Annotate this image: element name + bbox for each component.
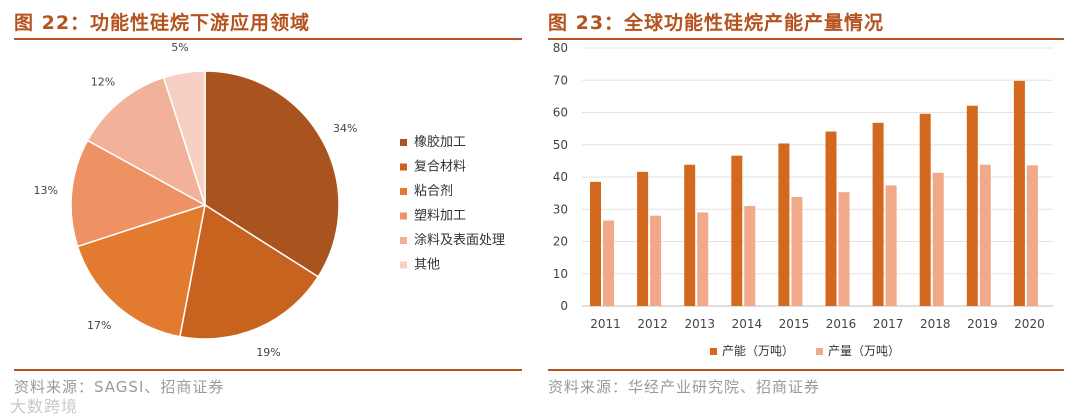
pie-slice: [70, 139, 207, 248]
bar-chart: 0 10 20 30 40 50 60 70 80 2011 2012 2013 2014 2015 201…: [553, 41, 1053, 358]
legend-label: 复合材料: [414, 160, 466, 175]
pie-data-label: 12%: [91, 76, 115, 89]
x-tick-label: 2014: [732, 317, 763, 331]
pie-chart: 34% 19% 17% 13% 12% 5% 橡胶加工复合材料粘合剂塑料加工涂料及表面处理其…: [33, 41, 505, 359]
legend-swatch: [400, 163, 407, 171]
legend-swatch: [400, 212, 407, 220]
right-title-rule: [548, 38, 1064, 40]
legend-swatch: [400, 188, 407, 195]
pie-data-label: 34%: [333, 122, 357, 135]
bar: [650, 215, 662, 306]
bar: [697, 212, 709, 306]
y-tick-label: 20: [553, 235, 568, 249]
right-figure-title: 图 23：全球功能性硅烷产能产量情况: [548, 12, 885, 34]
legend-swatch: [710, 348, 717, 355]
legend-label: 塑料加工: [414, 209, 466, 224]
x-tick-label: 2013: [684, 317, 715, 331]
y-tick-label: 60: [553, 106, 568, 120]
x-tick-label: 2018: [920, 317, 951, 331]
legend-label: 粘合剂: [414, 184, 453, 199]
y-tick-label: 10: [553, 267, 568, 281]
legend-label: 产能（万吨）: [722, 344, 794, 358]
bar: [1013, 80, 1025, 306]
legend-label: 其他: [414, 258, 440, 273]
y-tick-label: 80: [553, 41, 568, 55]
left-title-rule: [14, 38, 522, 40]
pie-slice: [162, 70, 206, 206]
right-source-rule: [548, 369, 1064, 371]
pie-data-label: 19%: [256, 346, 280, 359]
bar: [603, 220, 614, 306]
bar: [778, 143, 790, 306]
pie-data-label: 17%: [87, 319, 111, 332]
legend-label: 涂料及表面处理: [414, 232, 505, 248]
bar: [590, 181, 601, 306]
y-tick-label: 40: [553, 170, 568, 184]
bar: [684, 164, 696, 306]
pie-slice: [76, 203, 206, 338]
bar: [838, 192, 850, 306]
x-tick-label: 2019: [967, 317, 998, 331]
y-tick-label: 30: [553, 202, 568, 216]
bar: [885, 185, 897, 306]
pie-data-label: 13%: [33, 184, 57, 197]
x-tick-label: 2011: [590, 317, 621, 331]
bar: [1026, 165, 1038, 306]
bar: [919, 113, 931, 306]
bar: [932, 172, 944, 306]
y-tick-label: 70: [553, 73, 568, 87]
right-figure: 图 23：全球功能性硅烷产能产量情况 0 10 20 30 40 50 60 70 80 2011…: [548, 0, 1080, 420]
x-tick-label: 2020: [1014, 317, 1045, 331]
left-figure: 图 22：功能性硅烷下游应用领域 34% 19% 17% 13% 12% 5% 橡胶加工复合…: [0, 0, 522, 420]
x-tick-label: 2015: [779, 317, 810, 331]
watermark-text: 大数跨境: [10, 397, 79, 416]
bar: [731, 155, 743, 306]
bar: [637, 171, 649, 306]
pie-slice: [86, 76, 207, 207]
legend-swatch: [816, 348, 823, 355]
bar: [791, 196, 803, 306]
bar: [872, 122, 884, 306]
x-tick-label: 2012: [637, 317, 668, 331]
y-tick-label: 0: [560, 299, 568, 313]
legend-label: 橡胶加工: [414, 134, 466, 150]
legend-label: 产量（万吨）: [828, 344, 900, 358]
bar: [966, 105, 978, 306]
legend-swatch: [400, 139, 407, 146]
right-source-note: 资料来源：华经产业研究院、招商证券: [548, 378, 821, 396]
bar: [825, 131, 837, 306]
y-tick-label: 50: [553, 138, 568, 152]
pie-data-label: 5%: [171, 41, 188, 54]
pie-slice: [204, 70, 340, 278]
legend-swatch: [400, 237, 407, 244]
left-figure-title: 图 22：功能性硅烷下游应用领域: [14, 12, 311, 34]
bar: [744, 206, 756, 306]
left-source-rule: [14, 369, 522, 371]
pie-slice: [179, 203, 320, 340]
bar: [979, 164, 991, 306]
x-tick-label: 2016: [826, 317, 857, 331]
x-tick-label: 2017: [873, 317, 904, 331]
legend-swatch: [400, 261, 407, 269]
left-source-note: 资料来源：SAGSI、招商证券: [14, 378, 225, 396]
